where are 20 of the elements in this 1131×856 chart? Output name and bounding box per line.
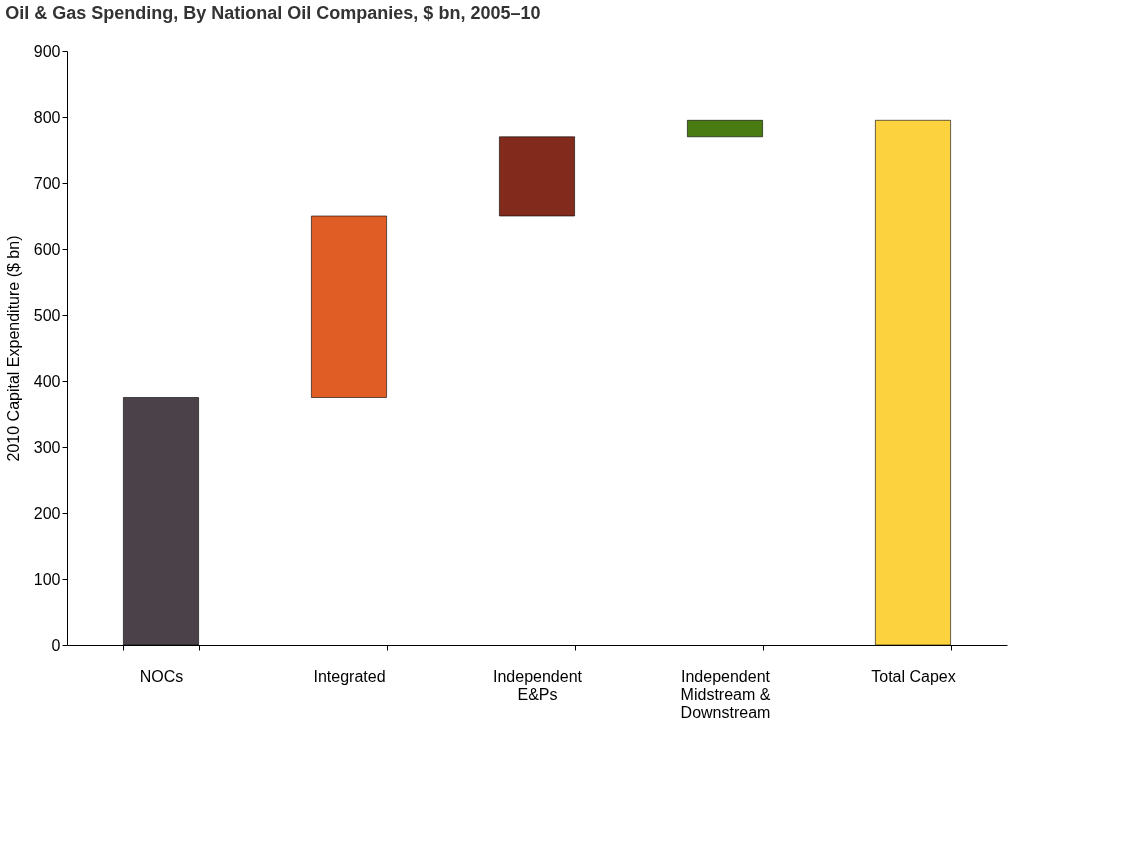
y-tick-label: 500 <box>33 306 61 324</box>
y-tick-label: 0 <box>51 636 61 654</box>
bar <box>311 215 387 398</box>
y-tick-label: 900 <box>33 42 61 60</box>
y-tick-label: 700 <box>33 174 61 192</box>
y-tick-label: 400 <box>33 372 61 390</box>
x-tick-label: Independent Midstream & Downstream <box>680 667 771 721</box>
y-tick-label: 300 <box>33 438 61 456</box>
y-tick-label: 100 <box>33 570 61 588</box>
x-tick-label: Independent E&Ps <box>493 667 583 703</box>
y-tick-label: 200 <box>33 504 61 522</box>
x-tick-label: Integrated <box>313 667 386 685</box>
chart-title: Oil & Gas Spending, By National Oil Companies, $ bn, 2005–10 <box>5 3 541 23</box>
bar <box>499 136 575 217</box>
x-tick-label: NOCs <box>139 667 184 685</box>
y-tick-label: 800 <box>33 108 61 126</box>
y-axis-title: 2010 Capital Expenditure ($ bn) <box>4 235 22 462</box>
x-tick-label: Total Capex <box>871 667 956 685</box>
y-tick-label: 600 <box>33 240 61 258</box>
bar <box>687 120 763 138</box>
